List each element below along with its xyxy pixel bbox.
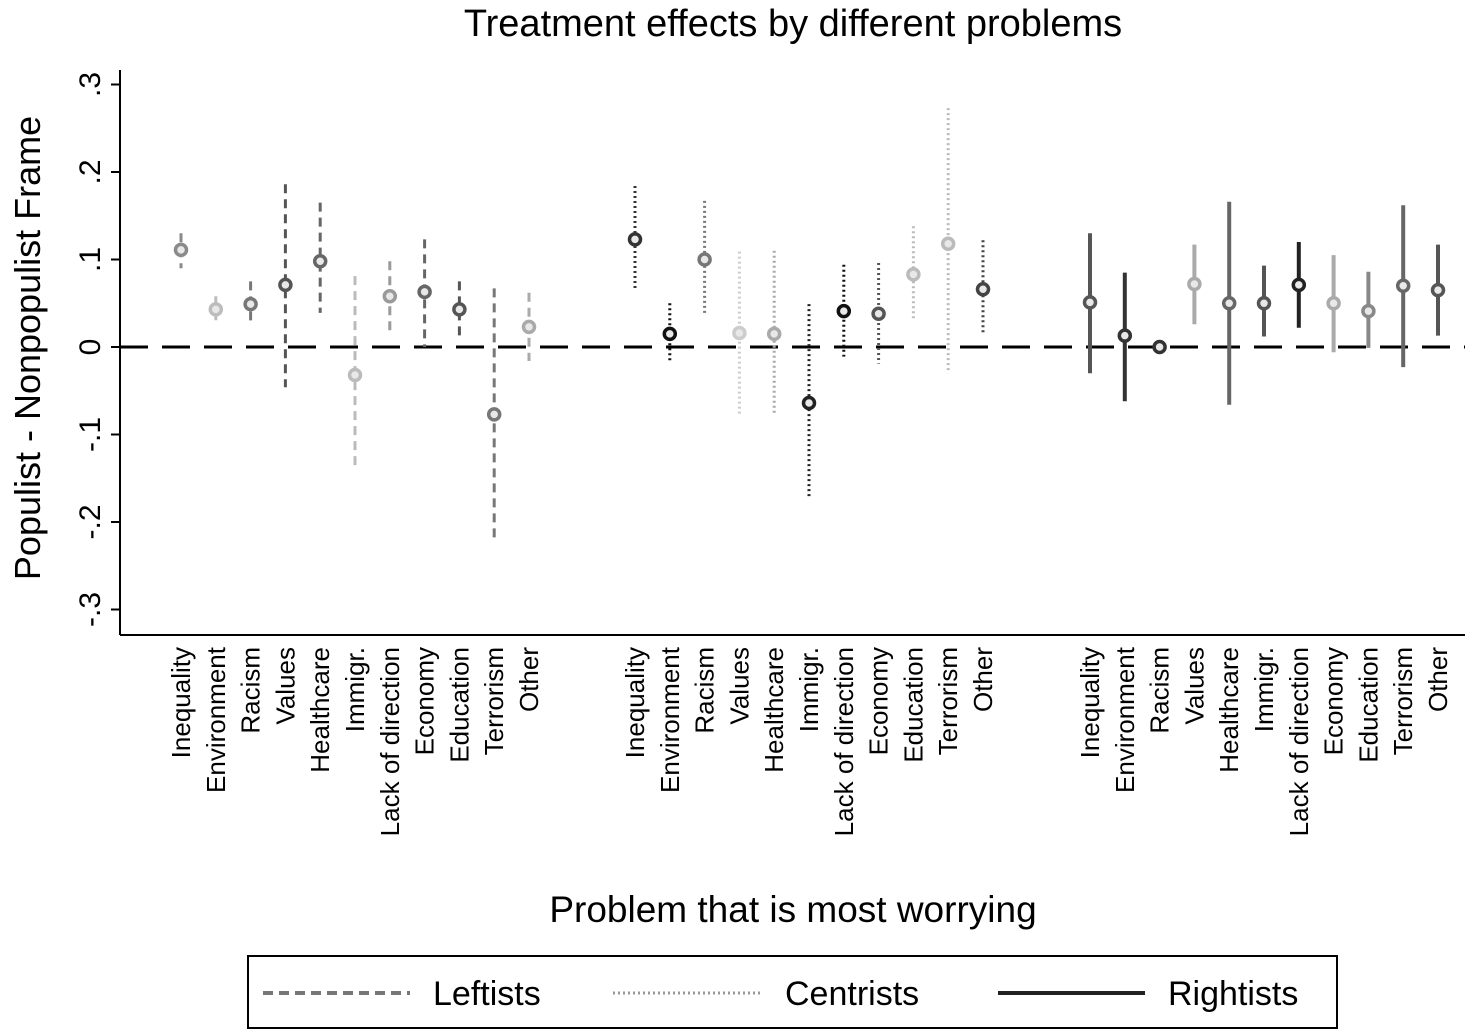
point-estimate	[836, 303, 852, 319]
x-tick-label: Inequality	[166, 647, 196, 758]
point-estimate	[243, 296, 258, 312]
point-estimate	[1361, 303, 1376, 319]
point-estimate	[417, 284, 432, 300]
x-tick-label: Other	[1423, 647, 1453, 712]
x-tick-label: Immigr.	[1249, 647, 1279, 732]
point-estimate	[766, 326, 782, 342]
x-tick-label: Immigr.	[340, 647, 370, 732]
x-tick-label: Lack of direction	[375, 647, 405, 836]
x-tick-label: Racism	[690, 647, 720, 734]
point-estimate	[452, 302, 467, 317]
point-estimate	[1221, 296, 1237, 311]
x-tick-label: Healthcare	[305, 647, 335, 773]
x-tick-label: Education	[898, 647, 928, 763]
y-tick-label: -.1	[74, 417, 107, 452]
point-estimate	[627, 232, 643, 247]
chart-title: Treatment effects by different problems	[464, 3, 1122, 45]
y-tick-label: -.2	[74, 504, 107, 539]
x-tick-label: Healthcare	[759, 647, 789, 773]
legend-box	[247, 955, 1338, 1029]
point-estimate	[173, 242, 189, 258]
x-tick-label: Inequality	[1075, 647, 1105, 758]
y-tick-label: .3	[74, 72, 107, 97]
legend-label-rightists: Rightists	[1168, 975, 1298, 1013]
x-tick-label: Racism	[236, 647, 266, 734]
x-tick-label: Racism	[1145, 647, 1175, 734]
point-estimate	[940, 236, 956, 251]
legend-label-centrists: Centrists	[785, 975, 919, 1013]
point-estimate	[486, 407, 502, 422]
point-estimate	[347, 367, 363, 383]
x-tick-label: Environment	[1110, 646, 1140, 793]
x-tick-label: Other	[968, 647, 998, 712]
point-estimate	[697, 252, 712, 267]
x-tick-label: Economy	[1319, 647, 1349, 755]
point-estimate	[1256, 296, 1272, 311]
y-tick-label: .2	[74, 159, 107, 184]
x-tick-label: Immigr.	[794, 647, 824, 732]
point-estimate	[1326, 296, 1341, 311]
point-estimate	[1395, 278, 1411, 293]
legend: Leftists Centrists Rightists	[247, 955, 1338, 1029]
x-tick-label: Inequality	[620, 647, 650, 758]
x-tick-label: Other	[514, 647, 544, 712]
x-tick-label: Terrorism	[1388, 647, 1418, 755]
x-tick-label: Terrorism	[933, 647, 963, 755]
point-estimate	[975, 282, 991, 297]
x-tick-label: Environment	[655, 646, 685, 793]
y-tick-label: -.3	[74, 592, 107, 627]
x-tick-label: Economy	[410, 647, 440, 755]
point-estimate	[1117, 328, 1133, 343]
point-estimate	[801, 395, 817, 411]
y-tick-label: .1	[74, 247, 107, 272]
x-tick-label: Lack of direction	[829, 647, 859, 836]
x-tick-label: Economy	[864, 647, 894, 755]
point-estimate	[906, 267, 921, 282]
series-leftists: Inequality Environment Racism Values Healthc…	[166, 184, 544, 836]
x-tick-label: Lack of direction	[1284, 647, 1314, 836]
series-rightists: Inequality Environment Racism Values Healthc…	[1075, 201, 1453, 836]
x-tick-label: Education	[1353, 647, 1383, 763]
x-tick-label: Values	[724, 647, 754, 725]
point-estimate	[278, 277, 293, 293]
x-tick-label: Terrorism	[479, 647, 509, 755]
point-estimate	[871, 306, 886, 321]
point-estimate	[1291, 277, 1307, 293]
point-estimate	[382, 289, 398, 304]
x-tick-label: Values	[1179, 647, 1209, 725]
point-estimate	[662, 326, 678, 342]
y-axis-label: Populist - Nonpopulist Frame	[7, 116, 48, 580]
point-estimate	[521, 319, 537, 335]
point-estimate	[1187, 276, 1202, 292]
x-axis-label: Problem that is most worrying	[549, 889, 1036, 930]
point-estimate	[1430, 282, 1446, 298]
x-tick-label: Environment	[201, 646, 231, 793]
legend-label-leftists: Leftists	[433, 975, 541, 1013]
x-tick-label: Healthcare	[1214, 647, 1244, 773]
point-estimate	[732, 325, 747, 341]
x-tick-label: Values	[270, 647, 300, 725]
point-estimate	[312, 254, 328, 269]
point-estimate	[1082, 295, 1098, 310]
point-estimate	[1152, 339, 1167, 355]
y-tick-label: 0	[74, 339, 107, 356]
point-estimate	[208, 302, 224, 317]
series-centrists: Inequality Environment Racism Values Healthc…	[620, 108, 998, 836]
x-tick-label: Education	[444, 647, 474, 763]
